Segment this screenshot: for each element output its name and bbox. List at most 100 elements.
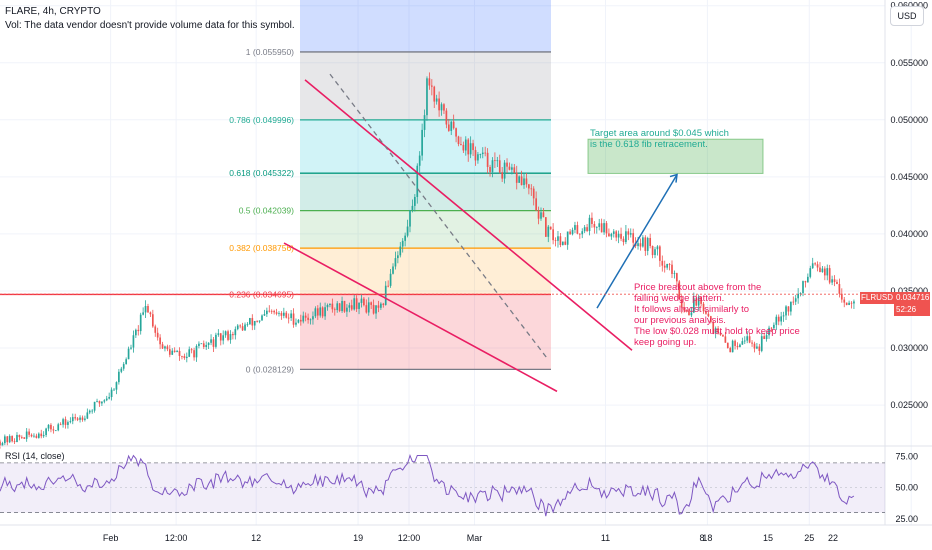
y-axis-tick-label: 0.025000 <box>890 400 928 410</box>
candle-body <box>137 329 140 332</box>
candle-body <box>464 139 467 151</box>
candle-body <box>353 298 356 310</box>
candle-body <box>324 307 326 317</box>
candle-body <box>316 308 319 316</box>
candle-body <box>185 356 188 359</box>
x-axis-tick-label: Feb <box>103 533 119 543</box>
symbol-title[interactable]: FLARE, 4h, CRYPTO <box>5 6 101 17</box>
candle-body <box>479 154 482 155</box>
candle-body <box>244 324 246 331</box>
candle-body <box>532 188 535 199</box>
candle-body <box>40 433 43 437</box>
candle-body <box>273 310 275 313</box>
candle-body <box>574 225 576 230</box>
candle-body <box>287 317 290 319</box>
candle-body <box>494 160 496 162</box>
candle-body <box>127 348 130 360</box>
candle-body <box>511 167 513 170</box>
candle-body <box>380 303 382 308</box>
candle-body <box>707 313 710 317</box>
candle-body <box>486 152 489 167</box>
fib-level-label: 0.5 (0.042039) <box>239 206 294 216</box>
candle-body <box>59 424 62 426</box>
candle-body <box>86 412 89 419</box>
candle-body <box>183 356 186 359</box>
candle-body <box>743 340 746 342</box>
candle-body <box>28 431 30 435</box>
candle-body <box>758 346 761 351</box>
candle-body <box>726 342 729 348</box>
dashed-trend-line <box>329 73 549 360</box>
candle-body <box>307 317 309 320</box>
candle-body <box>770 327 773 329</box>
candle-body <box>586 227 588 232</box>
candle-body <box>302 315 305 322</box>
candle-body <box>113 389 115 391</box>
candle-body <box>105 398 108 401</box>
candle-body <box>149 312 152 315</box>
candle-body <box>807 276 809 283</box>
candle-body <box>768 327 770 336</box>
candle-body <box>292 313 295 325</box>
candle-body <box>84 418 86 420</box>
candle-body <box>377 305 380 308</box>
candle-body <box>729 347 732 353</box>
candle-body <box>578 233 581 235</box>
target-annotation-line: Target area around $0.045 which <box>590 128 729 139</box>
candle-body <box>372 304 375 314</box>
candle-body <box>600 223 603 233</box>
rsi-title[interactable]: RSI (14, close) <box>5 451 65 461</box>
candle-body <box>210 339 212 343</box>
candle-body <box>367 302 370 313</box>
candle-body <box>263 314 266 316</box>
candle-body <box>57 424 60 431</box>
currency-button[interactable]: USD <box>890 6 924 26</box>
candle-body <box>132 335 135 348</box>
candle-body <box>321 307 324 317</box>
candle-body <box>777 316 780 322</box>
candle-body <box>178 350 181 356</box>
candle-body <box>268 310 271 312</box>
fib-zone <box>300 210 551 249</box>
candle-body <box>33 435 35 437</box>
candle-body <box>52 429 55 431</box>
candle-body <box>620 233 622 239</box>
x-axis-tick-label: 25 <box>804 533 814 543</box>
candle-body <box>62 419 64 425</box>
fib-level-label: 0.618 (0.045322) <box>229 168 294 178</box>
candle-body <box>564 241 567 245</box>
candle-body <box>642 237 644 247</box>
current-price-tag: FLRUSD 0.034716 52:26 <box>860 292 930 318</box>
candle-body <box>547 226 550 237</box>
candle-body <box>853 301 855 304</box>
candle-body <box>156 332 159 338</box>
candle-body <box>443 104 445 111</box>
candle-body <box>299 319 302 322</box>
candle-body <box>266 310 268 315</box>
candle-body <box>780 316 783 322</box>
target-zone-box[interactable] <box>587 138 764 174</box>
candle-body <box>489 166 491 172</box>
candle-body <box>329 303 331 306</box>
candle-body <box>663 265 666 268</box>
candle-body <box>215 334 217 347</box>
candle-body <box>649 237 652 247</box>
candle-body <box>401 240 404 247</box>
candle-body <box>447 124 450 131</box>
candle-body <box>295 322 297 325</box>
candle-body <box>557 236 559 241</box>
candle-body <box>159 337 161 345</box>
candle-body <box>666 264 668 268</box>
x-axis-tick-label: 19 <box>353 533 363 543</box>
candle-body <box>173 350 176 352</box>
candle-body <box>256 320 259 322</box>
candle-body <box>297 319 300 323</box>
candle-body <box>843 299 846 303</box>
candle-body <box>845 302 848 306</box>
candle-body <box>680 299 683 308</box>
candle-body <box>142 312 144 315</box>
fib-level-label: 0.786 (0.049996) <box>229 115 294 125</box>
candle-body <box>637 243 639 247</box>
candle-body <box>583 227 586 232</box>
